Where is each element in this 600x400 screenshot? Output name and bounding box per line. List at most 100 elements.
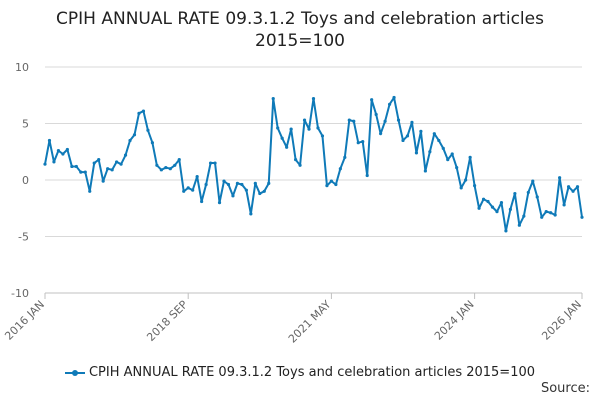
data-point [459,186,463,190]
data-point [379,132,383,136]
data-point [508,207,512,211]
data-point [544,210,548,214]
y-tick-label: -5 [18,231,29,244]
data-point [455,165,459,170]
data-point [347,118,351,122]
data-point [517,223,521,227]
data-point [396,118,401,122]
data-point [74,164,78,169]
data-point [499,201,504,205]
data-point [137,111,141,115]
data-point [280,136,284,140]
data-point [213,161,217,165]
data-point [558,176,562,180]
data-point [267,181,271,185]
data-point [186,186,190,190]
data-point [177,158,181,162]
data-point [307,127,311,131]
data-point [504,229,508,233]
y-tick-label: 10 [15,61,29,74]
data-point [253,181,257,185]
x-tick-label: 2024 JAN [432,298,477,343]
data-point [249,212,253,216]
data-point [343,155,347,159]
data-point [159,168,163,172]
data-point [325,184,329,188]
data-point [370,98,374,102]
data-point [535,195,539,199]
data-point [334,182,338,187]
data-point [316,126,320,130]
data-point [79,170,83,174]
data-point [173,163,177,167]
chart-title: CPIH ANNUAL RATE 09.3.1.2 Toys and celeb… [0,8,600,52]
data-point [549,211,553,215]
data-point [405,134,410,138]
data-point [217,201,222,205]
data-point [271,97,275,101]
data-point [352,119,356,123]
data-point [155,163,159,167]
y-tick-label: -10 [11,287,29,300]
data-point [150,141,154,145]
data-point [526,190,530,195]
data-point [392,95,396,100]
data-point [361,139,365,144]
data-point [374,112,378,117]
data-point [338,167,342,171]
data-point [294,158,298,162]
data-point [276,126,280,130]
data-point [43,162,47,166]
data-point [365,173,369,178]
source-label: Source: [540,381,590,396]
series-line [44,96,583,232]
data-point [387,102,392,106]
data-point [285,145,289,149]
data-point [226,182,231,187]
data-point [298,163,302,167]
data-point [566,185,571,189]
data-point [146,128,150,132]
data-point [97,158,101,162]
data-point [83,170,87,174]
data-point [490,205,495,209]
data-point [168,167,172,171]
data-point [383,119,387,123]
data-point [580,215,584,219]
data-point [481,197,486,201]
data-point [141,109,146,113]
data-point [110,168,114,172]
data-point [182,189,186,193]
data-point [410,120,414,124]
x-tick-label: 2018 SEP [144,298,190,344]
data-point [513,191,517,196]
data-point [302,118,307,122]
legend-series-label: CPIH ANNUAL RATE 09.3.1.2 Toys and celeb… [88,365,536,380]
data-point [191,188,195,192]
data-point [101,179,105,183]
x-tick-label: 2021 MAY [286,298,334,346]
data-point [52,160,56,164]
data-point [401,138,405,143]
y-tick-label: 5 [22,118,29,131]
data-point [289,127,293,131]
data-point [222,179,226,183]
data-point [235,181,240,185]
chart-title-line-1: CPIH ANNUAL RATE 09.3.1.2 Toys and celeb… [56,9,544,29]
data-point [562,203,566,207]
data-point [432,132,436,136]
data-point [61,152,65,156]
data-point [240,182,244,187]
data-point [47,138,52,143]
data-point [208,161,213,165]
data-point [571,189,575,193]
data-point [115,160,119,164]
data-point [428,150,432,154]
data-point [329,179,333,183]
data-point [356,141,360,145]
data-point [468,155,472,159]
legend-line-marker-icon [64,369,85,377]
data-point [258,191,262,196]
chart-legend[interactable]: CPIH ANNUAL RATE 09.3.1.2 Toys and celeb… [0,365,600,380]
data-point [65,147,69,152]
